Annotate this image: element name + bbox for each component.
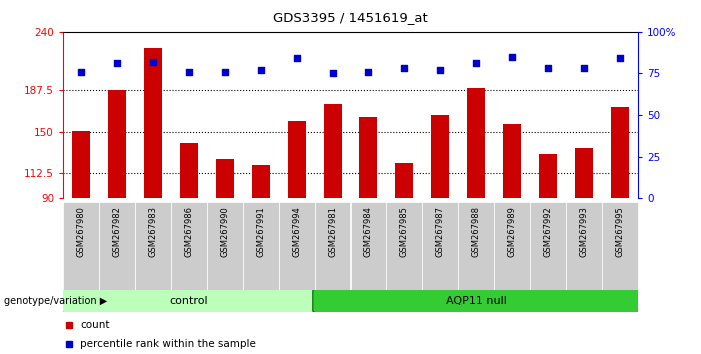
Bar: [135, 202, 171, 292]
Point: [435, 67, 446, 73]
Bar: [602, 202, 638, 292]
Bar: [243, 202, 278, 292]
Bar: [252, 165, 270, 198]
Point: [614, 56, 625, 61]
Point: [219, 69, 231, 75]
FancyBboxPatch shape: [61, 289, 316, 313]
Point: [291, 56, 302, 61]
Text: GSM267984: GSM267984: [364, 206, 373, 257]
Point: [147, 59, 158, 65]
Bar: [431, 115, 449, 198]
Bar: [350, 202, 386, 292]
Text: GSM267980: GSM267980: [76, 206, 86, 257]
Bar: [503, 124, 521, 198]
Bar: [207, 202, 243, 292]
Bar: [63, 202, 99, 292]
Text: GSM267991: GSM267991: [256, 206, 265, 257]
Text: GSM267982: GSM267982: [112, 206, 121, 257]
Text: genotype/variation ▶: genotype/variation ▶: [4, 296, 107, 306]
Bar: [324, 104, 341, 198]
Point: [111, 61, 123, 66]
Text: GDS3395 / 1451619_at: GDS3395 / 1451619_at: [273, 11, 428, 24]
Bar: [99, 202, 135, 292]
Text: control: control: [170, 296, 208, 306]
Point: [183, 69, 194, 75]
Bar: [566, 202, 602, 292]
Text: GSM267983: GSM267983: [149, 206, 158, 257]
Point: [507, 54, 518, 59]
Bar: [108, 90, 126, 198]
Text: GSM267995: GSM267995: [615, 206, 625, 257]
Text: GSM267985: GSM267985: [400, 206, 409, 257]
Bar: [422, 202, 458, 292]
Point: [363, 69, 374, 75]
Text: AQP11 null: AQP11 null: [446, 296, 507, 306]
Bar: [287, 121, 306, 198]
Text: GSM267992: GSM267992: [543, 206, 552, 257]
Bar: [216, 159, 233, 198]
Bar: [575, 148, 593, 198]
Bar: [611, 107, 629, 198]
Bar: [278, 202, 315, 292]
Point: [327, 71, 338, 76]
Text: GSM267990: GSM267990: [220, 206, 229, 257]
Text: GSM267986: GSM267986: [184, 206, 193, 257]
Point: [543, 65, 554, 71]
Text: GSM267988: GSM267988: [472, 206, 481, 257]
Bar: [315, 202, 350, 292]
Point: [470, 61, 482, 66]
Bar: [171, 202, 207, 292]
Bar: [458, 202, 494, 292]
Bar: [180, 143, 198, 198]
Bar: [539, 154, 557, 198]
FancyBboxPatch shape: [313, 289, 640, 313]
Bar: [144, 48, 162, 198]
Point: [255, 67, 266, 73]
Bar: [72, 131, 90, 198]
Text: percentile rank within the sample: percentile rank within the sample: [81, 339, 256, 349]
Point: [76, 69, 87, 75]
Point: [399, 65, 410, 71]
Bar: [468, 88, 485, 198]
Text: GSM267981: GSM267981: [328, 206, 337, 257]
Bar: [386, 202, 422, 292]
Bar: [530, 202, 566, 292]
Point: [578, 65, 590, 71]
Bar: [360, 117, 377, 198]
Text: count: count: [81, 320, 110, 330]
Bar: [395, 163, 414, 198]
Text: GSM267989: GSM267989: [508, 206, 517, 257]
Text: GSM267993: GSM267993: [580, 206, 589, 257]
Bar: [494, 202, 530, 292]
Text: GSM267994: GSM267994: [292, 206, 301, 257]
Text: GSM267987: GSM267987: [436, 206, 445, 257]
